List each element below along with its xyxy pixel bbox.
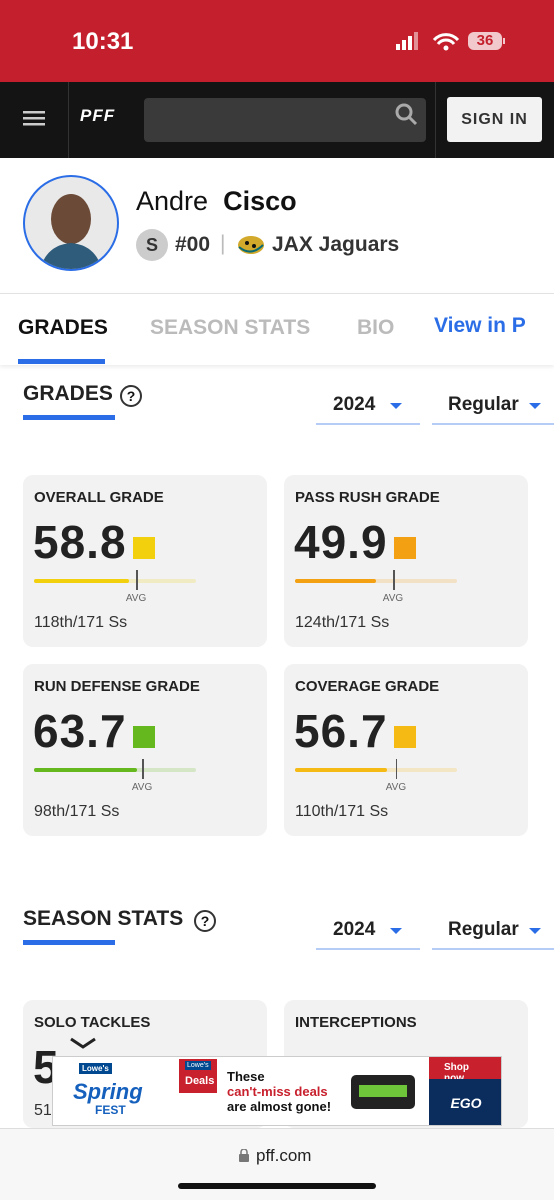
status-icons — [396, 32, 505, 51]
grade-bar — [295, 768, 387, 772]
tab-bar: GRADES SEASON STATS BIO View in P — [0, 293, 554, 365]
home-indicator — [178, 1183, 376, 1189]
grade-indicator — [133, 726, 155, 748]
grade-rank: 124th/171 Ss — [295, 614, 390, 631]
grade-rank: 98th/171 Ss — [34, 803, 120, 820]
ad-fest: FEST — [95, 1103, 126, 1117]
grade-value: 49.9 — [294, 516, 388, 568]
grade-value: 58.8 — [33, 516, 127, 568]
collapse-chevron[interactable] — [68, 1036, 98, 1050]
grade-indicator — [394, 537, 416, 559]
sign-in-button[interactable]: SIGN IN — [447, 97, 542, 142]
ad-line: can't-miss deals — [227, 1084, 328, 1099]
player-name: Andre Cisco — [136, 186, 297, 217]
stat-label: INTERCEPTIONS — [295, 1014, 417, 1031]
tab[interactable]: SEASON STATS — [150, 316, 311, 339]
jersey-number: #00 — [175, 233, 211, 256]
grade-card: OVERALL GRADE 58.8 AVG 118th/171 Ss — [23, 475, 267, 647]
grade-track: AVG — [295, 570, 457, 604]
logo[interactable]: PFF — [80, 106, 116, 125]
dropdown-arrow — [529, 928, 541, 934]
dropdown-arrow — [390, 928, 402, 934]
section-title: SEASON STATS — [23, 907, 184, 930]
grade-value: 63.7 — [33, 705, 127, 757]
grade-track: AVG — [34, 759, 196, 793]
dropdown-underline — [432, 948, 554, 950]
grade-bar — [295, 579, 376, 583]
dropdown-underline — [432, 423, 554, 425]
grade-card: COVERAGE GRADE 56.7 AVG 110th/171 Ss — [284, 664, 528, 836]
ad-deals: Deals — [185, 1075, 215, 1087]
separator: | — [220, 232, 226, 255]
ad-spring: Spring — [73, 1079, 143, 1104]
tab-link[interactable]: View in P — [434, 314, 526, 337]
avg-label: AVG — [382, 593, 404, 604]
avg-marker — [142, 759, 144, 779]
battery: 36 — [476, 32, 494, 49]
grade-label: COVERAGE GRADE — [295, 678, 440, 695]
last-name: Cisco — [223, 186, 297, 216]
team-name: JAX Jaguars — [272, 233, 400, 256]
dropdown[interactable]: 2024 — [333, 919, 376, 940]
dropdown-arrow — [390, 403, 402, 409]
dropdown[interactable]: Regular — [448, 919, 519, 940]
grade-card: RUN DEFENSE GRADE 63.7 AVG 98th/171 Ss — [23, 664, 267, 836]
grade-bar — [34, 579, 130, 583]
grade-label: PASS RUSH GRADE — [295, 489, 440, 506]
dropdown-arrow — [529, 403, 541, 409]
grade-label: OVERALL GRADE — [34, 489, 164, 506]
ad-copy: These can't-miss deals are almost gone! — [227, 1069, 331, 1114]
stat-label: SOLO TACKLES — [34, 1014, 151, 1031]
grade-track: AVG — [295, 759, 457, 793]
team-logo — [238, 236, 264, 254]
menu-icon[interactable] — [23, 110, 45, 128]
grade-indicator — [133, 537, 155, 559]
avg-marker — [136, 570, 138, 590]
grade-indicator — [394, 726, 416, 748]
position-badge: S — [136, 229, 168, 261]
status-bar: 10:31 36 — [0, 0, 554, 82]
first-name: Andre — [136, 186, 209, 216]
dropdown[interactable]: Regular — [448, 394, 519, 415]
grade-label: RUN DEFENSE GRADE — [34, 678, 200, 695]
grade-card: PASS RUSH GRADE 49.9 AVG 124th/171 Ss — [284, 475, 528, 647]
time: 10:31 — [72, 28, 134, 55]
browser-bar: pff.com — [0, 1128, 554, 1200]
grade-value: 56.7 — [294, 705, 388, 757]
section-title: GRADES — [23, 382, 113, 405]
ad-line: are almost gone! — [227, 1099, 332, 1114]
avg-marker — [395, 759, 398, 779]
avg-marker — [393, 570, 395, 590]
stat-rank: 51 — [34, 1102, 52, 1119]
tab[interactable]: GRADES — [18, 316, 108, 339]
ad-line: These — [227, 1069, 265, 1084]
ad-brand: Lowe's — [185, 1061, 211, 1070]
avg-label: AVG — [385, 782, 407, 793]
ad-banner[interactable]: Lowe's Spring FEST Lowe's Deals These ca… — [52, 1056, 502, 1126]
dropdown-underline — [316, 948, 420, 950]
section-underline — [23, 940, 115, 945]
search-box[interactable] — [144, 98, 426, 142]
grade-rank: 110th/171 Ss — [295, 803, 389, 820]
avg-label: AVG — [125, 593, 147, 604]
grade-bar — [34, 768, 138, 772]
grade-rank: 118th/171 Ss — [34, 614, 128, 631]
ad-product: EGO — [429, 1079, 501, 1125]
tab[interactable]: BIO — [357, 316, 395, 339]
nav-bar: PFF SIGN IN — [0, 82, 554, 158]
section-underline — [23, 415, 115, 420]
grade-track: AVG — [34, 570, 196, 604]
url[interactable]: pff.com — [256, 1146, 312, 1165]
ad-brand: Lowe's — [79, 1063, 112, 1074]
help-icon[interactable]: ? — [194, 910, 216, 932]
ad-cta[interactable]: Shop now — [429, 1057, 501, 1084]
avg-label: AVG — [131, 782, 153, 793]
player-avatar — [23, 175, 119, 271]
dropdown[interactable]: 2024 — [333, 394, 376, 415]
help-icon[interactable]: ? — [120, 385, 142, 407]
dropdown-underline — [316, 423, 420, 425]
